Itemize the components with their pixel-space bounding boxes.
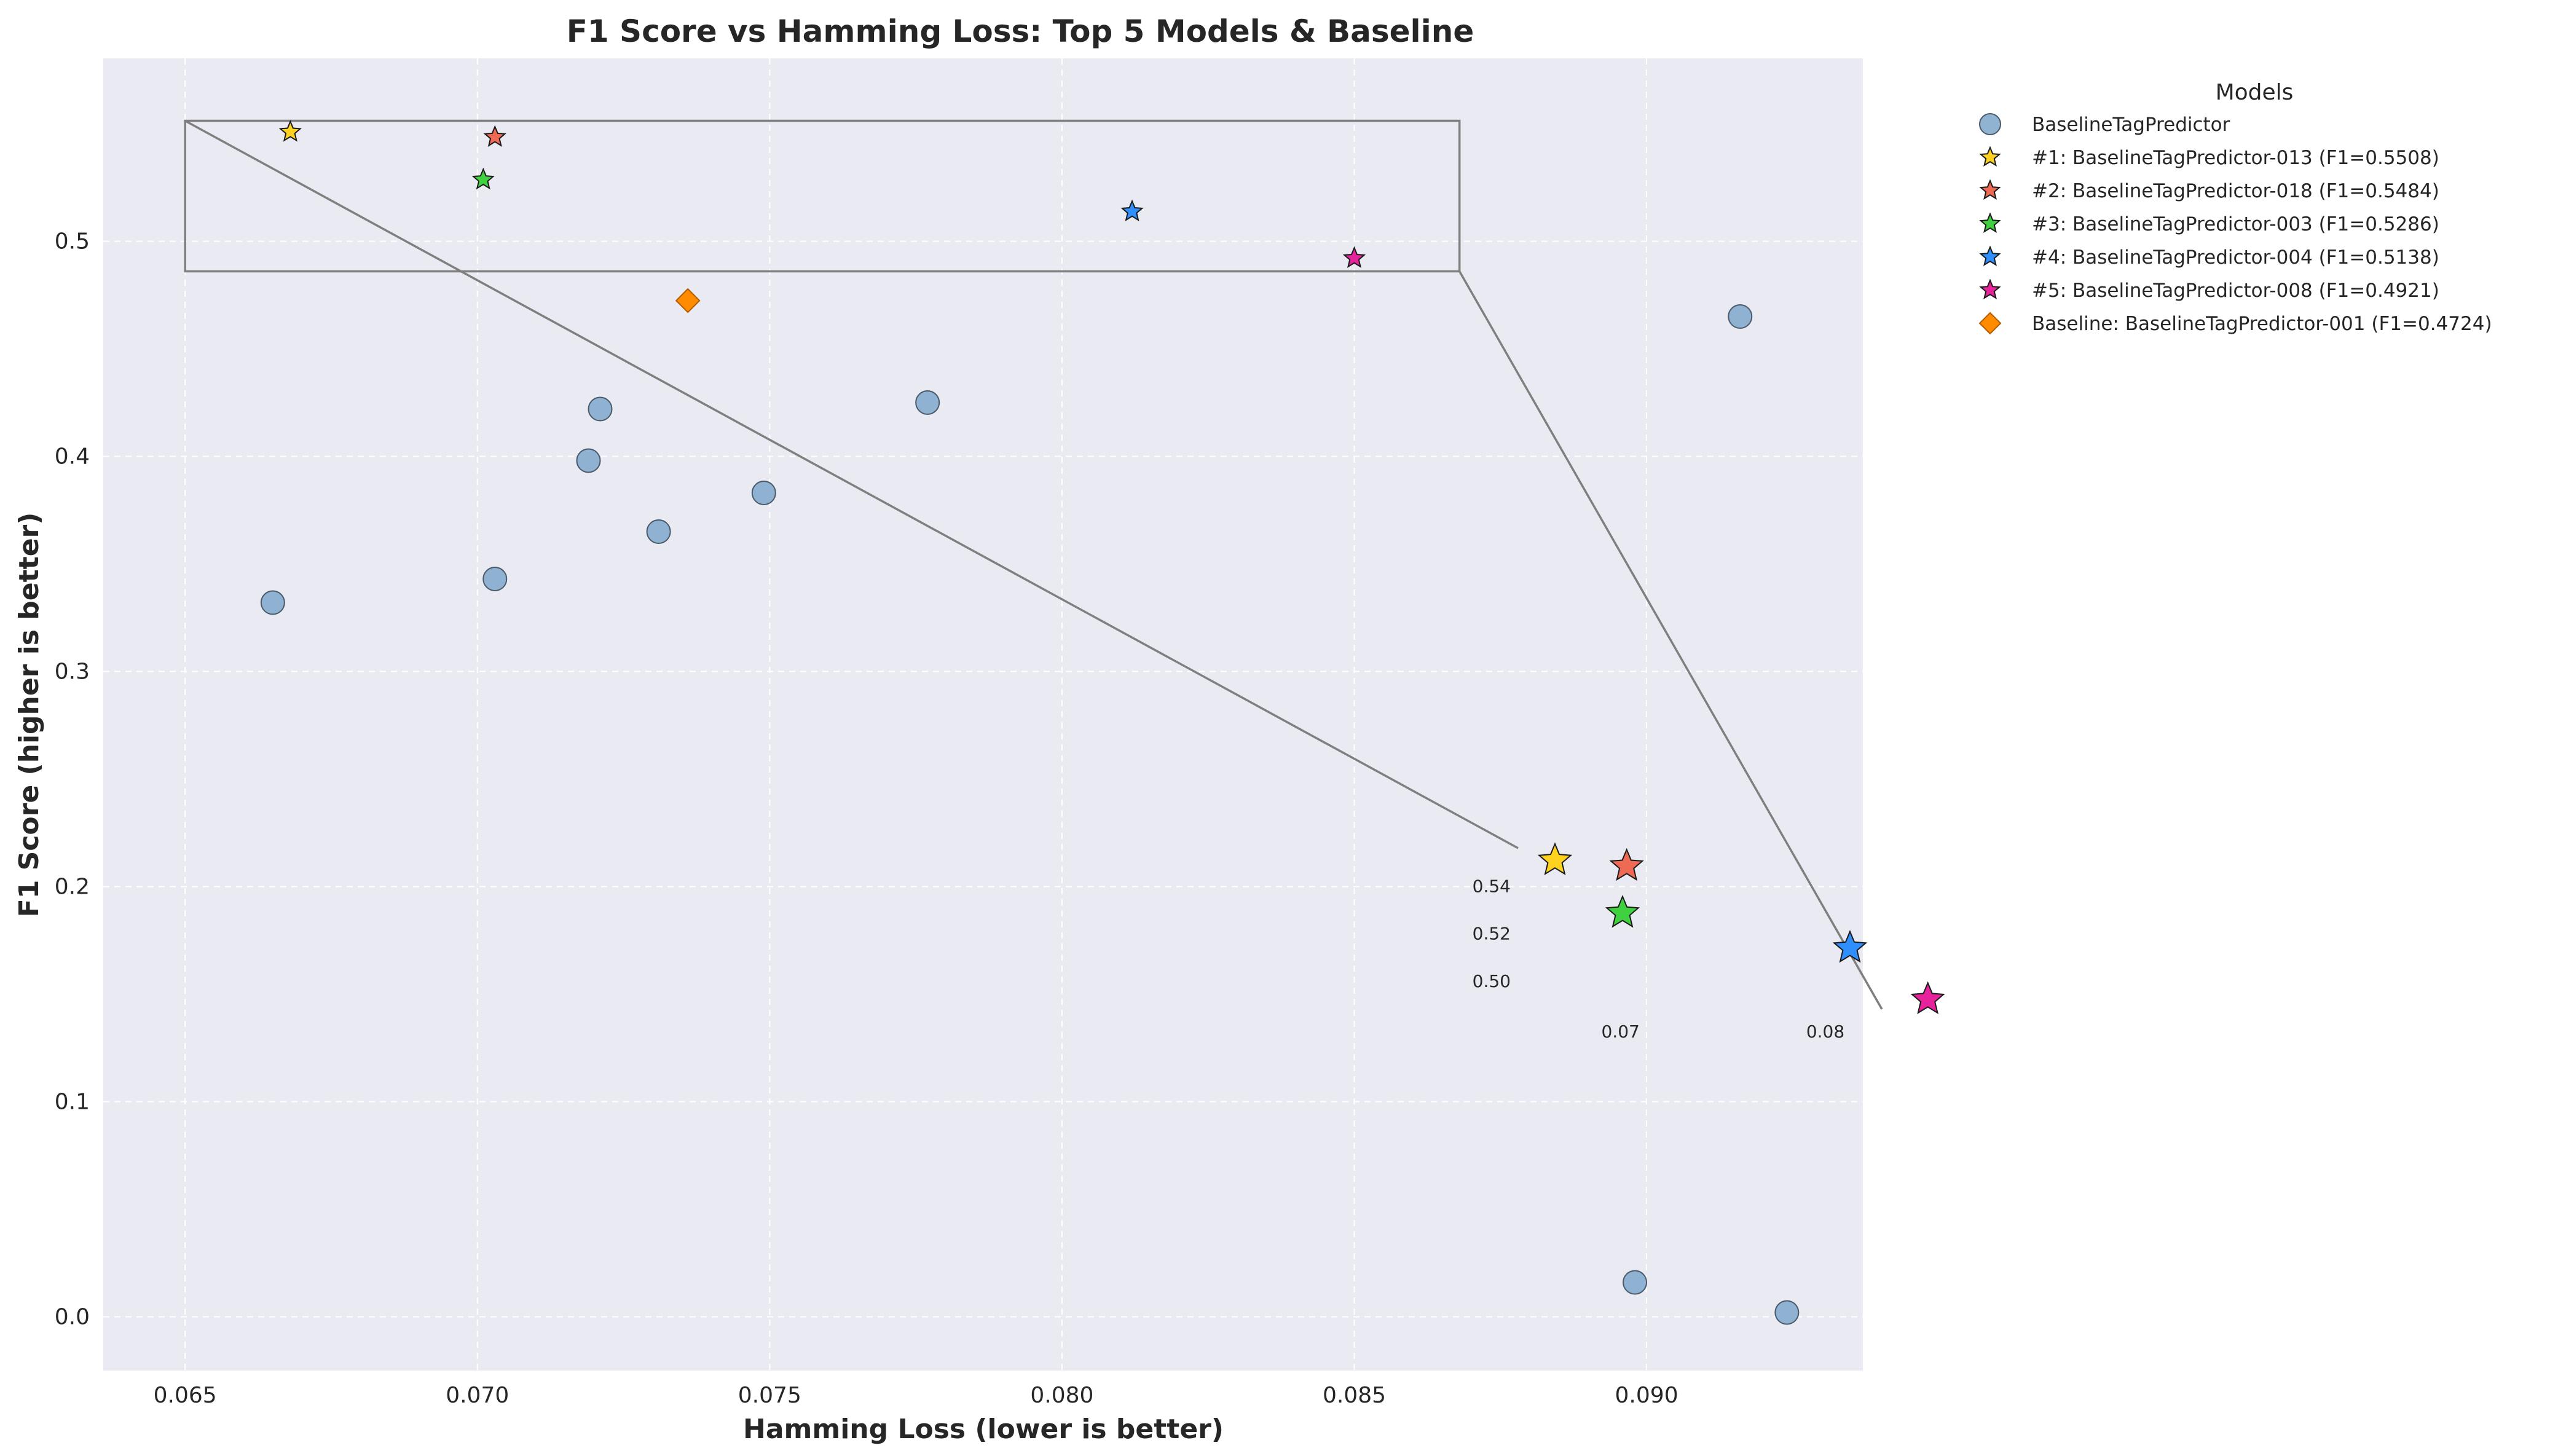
inset-y-tick-label: 0.50: [1473, 971, 1511, 991]
inset-y-tick-label: 0.54: [1473, 876, 1511, 897]
inset-point-2: [1609, 848, 1644, 881]
zoom-box: [184, 119, 1461, 273]
y-tick-label: 0.5: [55, 229, 90, 254]
data-point: [1623, 1270, 1648, 1295]
top-model-point-5: [1342, 246, 1366, 269]
chart-title: F1 Score vs Hamming Loss: Top 5 Models &…: [567, 14, 1474, 49]
x-tick-label: 0.085: [1323, 1383, 1386, 1408]
grid: [103, 58, 1863, 1371]
y-axis-label: F1 Score (higher is better): [14, 513, 45, 918]
zoom-indicator: [184, 119, 1883, 1010]
data-point: [1774, 1300, 1800, 1325]
top-model-point-1: [278, 120, 302, 142]
data-point: [588, 396, 613, 422]
legend-label: #1: BaselineTagPredictor-013 (F1=0.5508): [2032, 147, 2439, 169]
legend-marker: [1979, 212, 2001, 234]
inset-point-4: [1832, 929, 1868, 963]
legend-label: #3: BaselineTagPredictor-003 (F1=0.5286): [2032, 213, 2439, 235]
x-tick-label: 0.080: [1030, 1383, 1093, 1408]
x-tick-label: 0.075: [738, 1383, 801, 1408]
data-point: [576, 448, 601, 473]
x-tick-label: 0.065: [154, 1383, 217, 1408]
x-tick-label: 0.090: [1615, 1383, 1678, 1408]
inset-point-1: [1537, 842, 1573, 876]
legend-label: BaselineTagPredictor: [2032, 114, 2230, 136]
inset-point-3: [1605, 894, 1640, 928]
legend-marker: [1978, 312, 2002, 335]
y-tick-label: 0.1: [55, 1090, 90, 1115]
top-model-point-2: [483, 125, 506, 148]
legend-label: Baseline: BaselineTagPredictor-001 (F1=0…: [2032, 313, 2492, 335]
legend-marker: [1979, 146, 2001, 167]
top-model-point-3: [471, 167, 495, 190]
zoom-connector: [1458, 270, 1883, 1010]
x-tick-label: 0.070: [446, 1383, 509, 1408]
inset-x-tick-label: 0.07: [1601, 1021, 1639, 1042]
data-point: [646, 519, 671, 544]
legend-marker: [1979, 245, 2001, 267]
data-point: [915, 390, 940, 415]
legend-marker: [1979, 278, 2001, 300]
x-axis-label: Hamming Loss (lower is better): [743, 1414, 1224, 1445]
legend: Models BaselineTagPredictor #1: BaselineT…: [1978, 80, 2492, 335]
plot-area: [103, 58, 1863, 1371]
inset-zoom: 0.07 0.08 0.54 0.52 0.50: [1473, 842, 1945, 1042]
x-axis-ticks: 0.065 0.070 0.075 0.080 0.085 0.090: [154, 1383, 1678, 1408]
top-model-point-4: [1120, 199, 1144, 222]
legend-marker: [1979, 113, 2001, 135]
legend-marker: [1979, 179, 2001, 200]
y-tick-label: 0.2: [55, 875, 90, 900]
legend-title: Models: [2216, 80, 2294, 105]
y-tick-label: 0.0: [55, 1305, 90, 1330]
data-points: [260, 120, 1800, 1325]
data-point: [751, 481, 776, 505]
top-model-point-6: [675, 288, 701, 313]
inset-point-5: [1910, 981, 1945, 1015]
legend-label: #2: BaselineTagPredictor-018 (F1=0.5484): [2032, 180, 2439, 202]
data-point: [482, 567, 508, 591]
legend-label: #4: BaselineTagPredictor-004 (F1=0.5138): [2032, 246, 2439, 269]
inset-x-tick-label: 0.08: [1806, 1021, 1844, 1042]
zoom-connector: [184, 119, 1519, 849]
y-axis-ticks: 0.0 0.1 0.2 0.3 0.4 0.5: [55, 229, 90, 1330]
legend-label: #5: BaselineTagPredictor-008 (F1=0.4921): [2032, 280, 2439, 302]
inset-y-tick-label: 0.52: [1473, 924, 1511, 944]
data-point: [260, 590, 285, 615]
y-tick-label: 0.4: [55, 444, 90, 470]
y-tick-label: 0.3: [55, 659, 90, 685]
data-point: [1728, 304, 1753, 329]
